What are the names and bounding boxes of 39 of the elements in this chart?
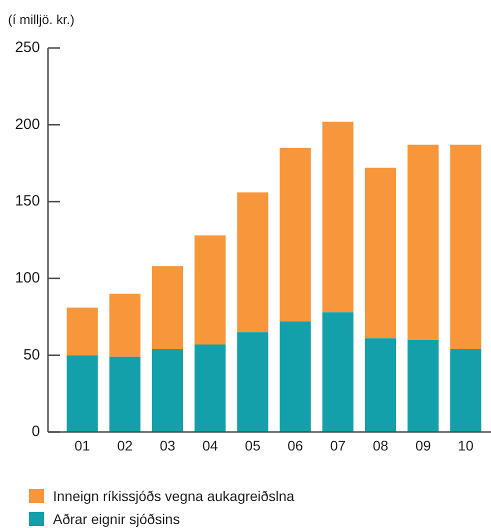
bar: [364, 168, 396, 338]
bar: [66, 308, 98, 356]
bar: [109, 356, 140, 432]
bar: [66, 355, 98, 432]
x-tick-label: 06: [288, 437, 304, 454]
x-tick-label: 01: [74, 437, 90, 454]
x-tick-label: 10: [458, 437, 474, 454]
x-tick-label: 03: [160, 437, 176, 454]
bar: [280, 321, 311, 432]
y-tick-label: 0: [32, 423, 40, 440]
bar: [237, 192, 268, 332]
legend-label: Inneign ríkissjóðs vegna aukagreiðslna: [53, 488, 294, 504]
bar: [408, 340, 439, 432]
y-tick-label: 50: [23, 346, 40, 364]
y-tick-label: 100: [14, 270, 40, 287]
bar: [152, 349, 184, 432]
bar: [194, 235, 226, 344]
bar: [237, 332, 268, 432]
bar: [280, 148, 311, 322]
y-tick-label: 200: [14, 116, 40, 133]
bar: [109, 294, 140, 357]
x-tick-label: 07: [330, 437, 346, 454]
x-tick-label: 08: [372, 437, 388, 454]
x-tick-label: 04: [202, 437, 218, 454]
bar: [450, 349, 482, 432]
y-tick-label: 150: [14, 192, 40, 210]
x-tick-label: 09: [415, 437, 432, 454]
bar: [194, 344, 226, 432]
x-tick-label: 05: [244, 437, 261, 454]
y-tick-label: 250: [14, 39, 40, 56]
bar: [364, 338, 396, 432]
bar: [450, 144, 482, 350]
y-axis-title: (í milljö. kr.): [8, 12, 74, 28]
bar: [322, 312, 354, 432]
bar: [322, 122, 354, 312]
bar: [152, 266, 184, 350]
legend-label: Aðrar eignir sjóðsins: [53, 510, 180, 526]
bar: [408, 144, 439, 340]
x-tick-label: 02: [117, 437, 133, 454]
